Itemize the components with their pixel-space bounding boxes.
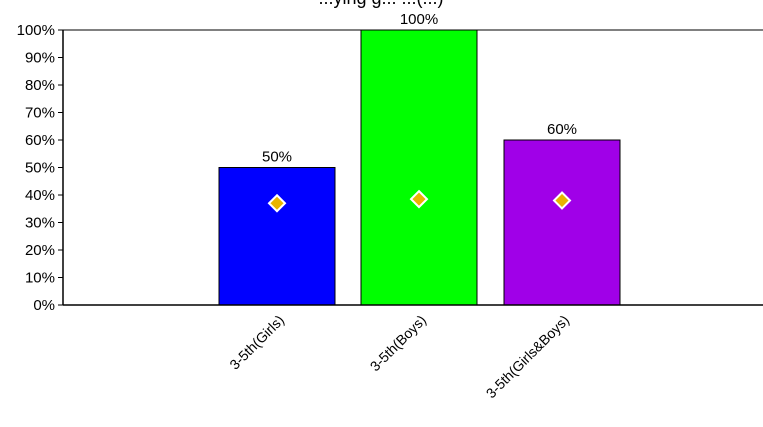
category-label: 3-5th(Boys)	[367, 312, 429, 374]
y-tick-label: 100%	[17, 22, 55, 39]
category-label: 3-5th(Girls&Boys)	[483, 312, 572, 401]
data-label: 60%	[547, 121, 577, 138]
y-tick-label: 50%	[25, 160, 55, 177]
y-tick-label: 30%	[25, 215, 55, 232]
chart-title: ...ying g... ...(...)	[318, 0, 443, 8]
data-label: 50%	[262, 149, 292, 166]
category-label: 3-5th(Girls)	[226, 312, 287, 373]
bar	[503, 139, 621, 306]
marker-point	[552, 191, 572, 210]
y-tick-label: 80%	[25, 77, 55, 94]
y-tick-label: 10%	[25, 270, 55, 287]
bar	[218, 167, 336, 306]
bar	[360, 29, 478, 306]
marker-point	[267, 193, 287, 213]
y-tick-label: 60%	[25, 132, 55, 149]
y-tick-label: 40%	[25, 187, 55, 204]
marker-point	[409, 189, 429, 209]
y-tick-label: 20%	[25, 242, 55, 259]
y-tick-label: 0%	[33, 297, 55, 314]
y-tick-label: 70%	[25, 105, 55, 122]
y-tick-label: 90%	[25, 50, 55, 67]
data-label: 100%	[400, 11, 438, 28]
